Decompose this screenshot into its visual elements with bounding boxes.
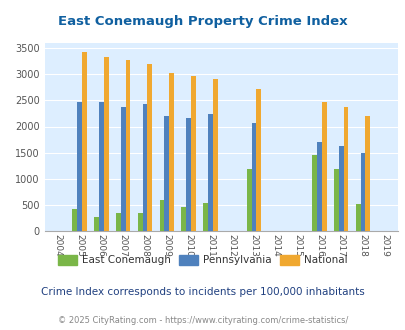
Bar: [355, 204, 360, 231]
Bar: [104, 57, 108, 231]
Bar: [360, 153, 364, 231]
Bar: [343, 107, 347, 231]
Bar: [212, 79, 217, 231]
Bar: [125, 60, 130, 231]
Bar: [316, 142, 321, 231]
Bar: [137, 213, 142, 231]
Bar: [181, 207, 186, 231]
Bar: [94, 216, 99, 231]
Bar: [169, 73, 173, 231]
Bar: [116, 213, 120, 231]
Bar: [190, 76, 195, 231]
Bar: [333, 169, 338, 231]
Bar: [251, 123, 256, 231]
Bar: [256, 89, 260, 231]
Bar: [147, 64, 152, 231]
Bar: [77, 103, 82, 231]
Bar: [207, 114, 212, 231]
Bar: [164, 115, 169, 231]
Bar: [202, 203, 207, 231]
Bar: [72, 209, 77, 231]
Text: East Conemaugh Property Crime Index: East Conemaugh Property Crime Index: [58, 15, 347, 28]
Bar: [186, 117, 190, 231]
Bar: [159, 200, 164, 231]
Bar: [338, 146, 343, 231]
Bar: [364, 116, 369, 231]
Text: Crime Index corresponds to incidents per 100,000 inhabitants: Crime Index corresponds to incidents per…: [41, 287, 364, 297]
Legend: East Conemaugh, Pennsylvania, National: East Conemaugh, Pennsylvania, National: [54, 251, 351, 270]
Bar: [82, 52, 87, 231]
Bar: [321, 103, 326, 231]
Bar: [311, 155, 316, 231]
Bar: [142, 104, 147, 231]
Text: © 2025 CityRating.com - https://www.cityrating.com/crime-statistics/: © 2025 CityRating.com - https://www.city…: [58, 316, 347, 325]
Bar: [120, 107, 125, 231]
Bar: [246, 169, 251, 231]
Bar: [99, 102, 104, 231]
